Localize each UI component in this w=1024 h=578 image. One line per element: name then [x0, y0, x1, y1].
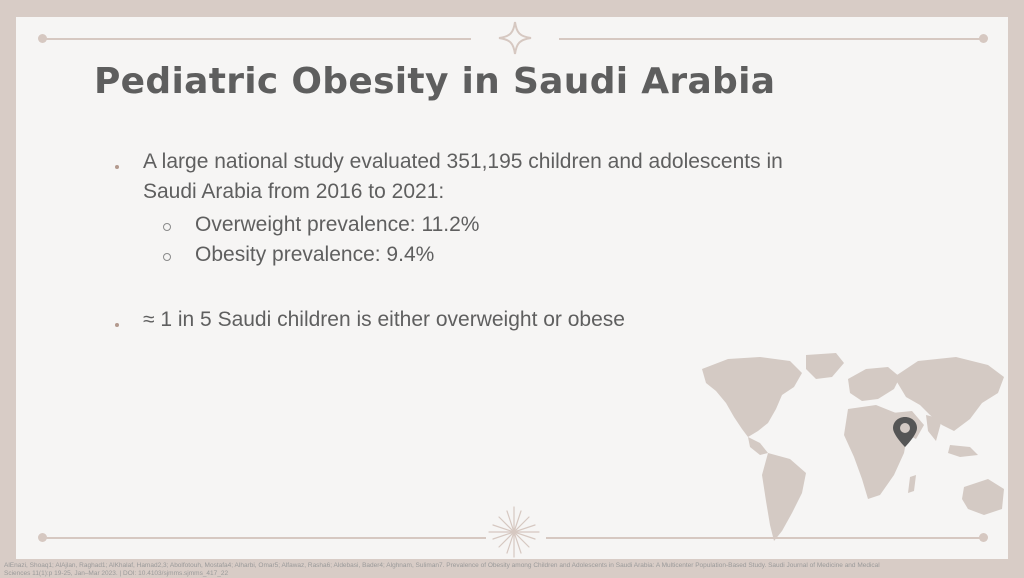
- bottom-rule-right: [546, 537, 984, 539]
- sub-bullet-marker: [163, 223, 171, 231]
- top-rule-left: [46, 38, 471, 40]
- bottom-rule-left-dot: [38, 533, 47, 542]
- bottom-rule-right-dot: [979, 533, 988, 542]
- top-rule-right-dot: [979, 34, 988, 43]
- bullet-marker: [115, 323, 119, 327]
- bullet-marker: [115, 165, 119, 169]
- citation-line-2: Sciences 11(1):p 19-25, Jan–Mar 2023. | …: [4, 570, 229, 577]
- slide: Pediatric Obesity in Saudi Arabia A larg…: [16, 17, 1008, 559]
- sub-bullet-marker: [163, 253, 171, 261]
- world-map-icon: [702, 353, 1004, 541]
- sub-bullet-obesity: Obesity prevalence: 9.4%: [195, 243, 435, 266]
- sparkle-burst-icon: [488, 506, 540, 558]
- bullet-1-line-2: Saudi Arabia from 2016 to 2021:: [143, 180, 445, 203]
- bullet-2-line-1: ≈ 1 in 5 Saudi children is either overwe…: [143, 308, 625, 331]
- slide-title: Pediatric Obesity in Saudi Arabia: [94, 61, 776, 102]
- four-point-star-icon: [498, 21, 532, 55]
- top-rule-right: [559, 38, 984, 40]
- location-pin-icon: [893, 417, 917, 447]
- bottom-rule-left: [46, 537, 486, 539]
- bullet-1-line-1: A large national study evaluated 351,195…: [143, 150, 783, 173]
- sub-bullet-overweight: Overweight prevalence: 11.2%: [195, 213, 480, 236]
- citation-line-1: AlEnazi, Shoaq1; AlAjlan, Raghad1; AlKha…: [4, 562, 880, 569]
- top-rule-left-dot: [38, 34, 47, 43]
